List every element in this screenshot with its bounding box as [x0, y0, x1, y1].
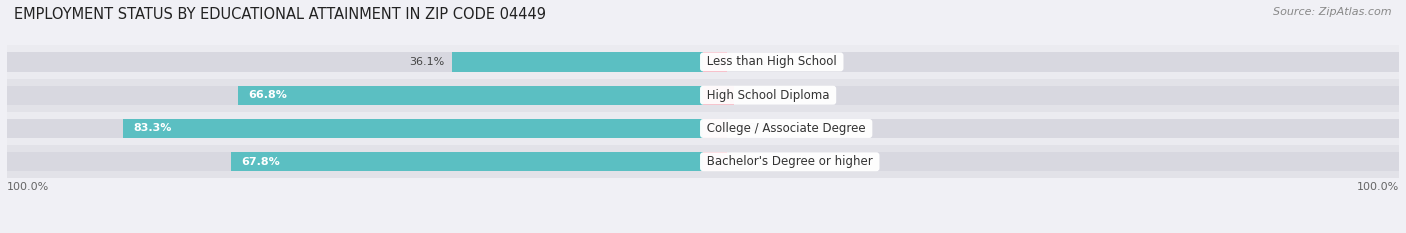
Legend: In Labor Force, Unemployed: In Labor Force, Unemployed — [592, 230, 814, 233]
Text: High School Diploma: High School Diploma — [703, 89, 834, 102]
Text: 66.8%: 66.8% — [249, 90, 287, 100]
Bar — [703, 86, 1399, 105]
Text: College / Associate Degree: College / Associate Degree — [703, 122, 869, 135]
Bar — [703, 52, 1399, 72]
Bar — [7, 152, 703, 171]
Text: Less than High School: Less than High School — [703, 55, 841, 69]
Bar — [7, 86, 703, 105]
Text: Bachelor's Degree or higher: Bachelor's Degree or higher — [703, 155, 876, 168]
Text: Source: ZipAtlas.com: Source: ZipAtlas.com — [1274, 7, 1392, 17]
Text: 0.0%: 0.0% — [738, 57, 766, 67]
Text: 100.0%: 100.0% — [7, 182, 49, 192]
Bar — [703, 152, 727, 171]
Text: 67.8%: 67.8% — [242, 157, 280, 167]
Bar — [703, 119, 1399, 138]
Text: 100.0%: 100.0% — [1357, 182, 1399, 192]
Bar — [7, 145, 1399, 178]
Bar — [7, 119, 703, 138]
Text: 0.0%: 0.0% — [738, 123, 766, 134]
Bar — [703, 119, 727, 138]
Text: 0.0%: 0.0% — [738, 157, 766, 167]
Bar — [703, 52, 727, 72]
Bar — [7, 79, 1399, 112]
Text: 4.4%: 4.4% — [744, 90, 772, 100]
Text: 36.1%: 36.1% — [409, 57, 444, 67]
Text: 83.3%: 83.3% — [134, 123, 172, 134]
Text: EMPLOYMENT STATUS BY EDUCATIONAL ATTAINMENT IN ZIP CODE 04449: EMPLOYMENT STATUS BY EDUCATIONAL ATTAINM… — [14, 7, 546, 22]
Bar — [7, 52, 703, 72]
Bar — [451, 52, 703, 72]
Bar — [7, 112, 1399, 145]
Bar — [703, 86, 734, 105]
Bar — [703, 152, 1399, 171]
Bar — [7, 45, 1399, 79]
Bar — [231, 152, 703, 171]
Bar — [124, 119, 703, 138]
Bar — [238, 86, 703, 105]
